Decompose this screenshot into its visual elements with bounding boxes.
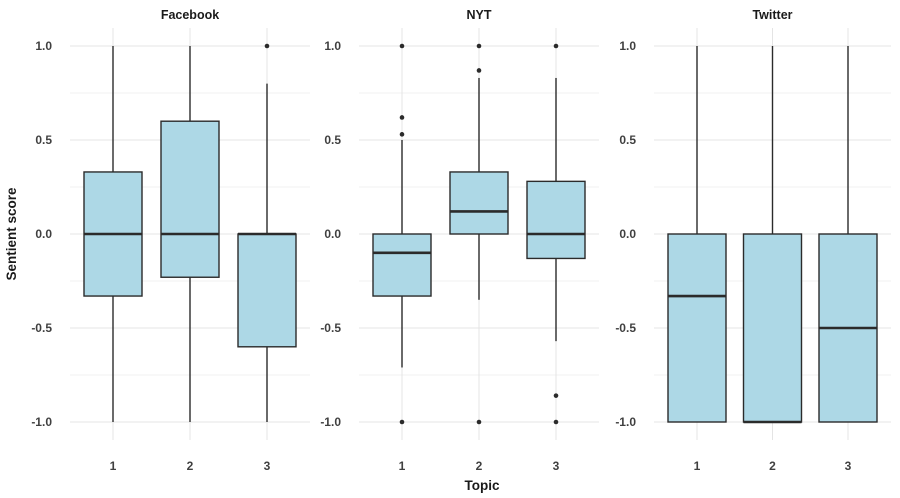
y-tick-label: 0.5 [35,133,52,147]
y-tick-label: -0.5 [31,321,52,335]
y-tick-label: -0.5 [320,321,341,335]
y-tick-label: -0.5 [615,321,636,335]
panel-title: Twitter [752,8,792,22]
box [237,233,297,348]
outlier-point [553,393,559,398]
box [526,180,586,260]
box [667,233,727,423]
outlier-point [553,419,559,425]
y-tick-label: 1.0 [35,39,52,53]
outlier-point [476,419,482,425]
outlier-point [399,419,405,425]
outlier-point [264,43,270,49]
outlier-point [476,43,482,49]
y-tick-label: 0.0 [35,227,52,241]
x-tick-label: 1 [694,459,701,473]
x-tick-label: 1 [399,459,406,473]
y-tick-label: 0.0 [619,227,636,241]
x-tick-label: 3 [553,459,560,473]
x-tick-label: 3 [845,459,852,473]
box [449,171,509,235]
y-tick-label: 0.5 [324,133,341,147]
x-tick-label: 2 [769,459,776,473]
x-tick-label: 2 [476,459,483,473]
y-tick-label: 0.0 [324,227,341,241]
y-tick-label: 1.0 [324,39,341,53]
box [160,120,220,278]
y-tick-label: -1.0 [31,415,52,429]
outlier-point [399,43,405,49]
panels-group: 1.0 0.5 0.0 -0.5 -1.0 1 2 3 Facebook 1.0 0.5 0.0 -0.… [31,8,891,473]
box [742,233,803,423]
y-tick-label: -1.0 [615,415,636,429]
y-tick-label: -1.0 [320,415,341,429]
panel-facebook: 1.0 0.5 0.0 -0.5 -1.0 1 2 3 Facebook [31,8,310,473]
x-axis-title: Topic [465,478,500,493]
y-tick-label: 1.0 [619,39,636,53]
outlier-point [476,68,482,73]
x-tick-label: 1 [110,459,117,473]
outlier-point [553,43,559,49]
y-tick-label: 0.5 [619,133,636,147]
x-tick-label: 3 [264,459,271,473]
box [372,233,432,297]
panel-nyt: 1.0 0.5 0.0 -0.5 -1.0 1 2 3 NYT [320,8,599,473]
outlier-point [399,115,405,120]
panel-title: NYT [467,8,492,22]
outlier-point [399,132,405,137]
x-tick-label: 2 [187,459,194,473]
y-axis-title: Sentient score [4,187,19,281]
panel-title: Facebook [161,8,219,22]
panel-twitter: 1.0 0.5 0.0 -0.5 -1.0 1 2 3 Twitter [615,8,891,473]
